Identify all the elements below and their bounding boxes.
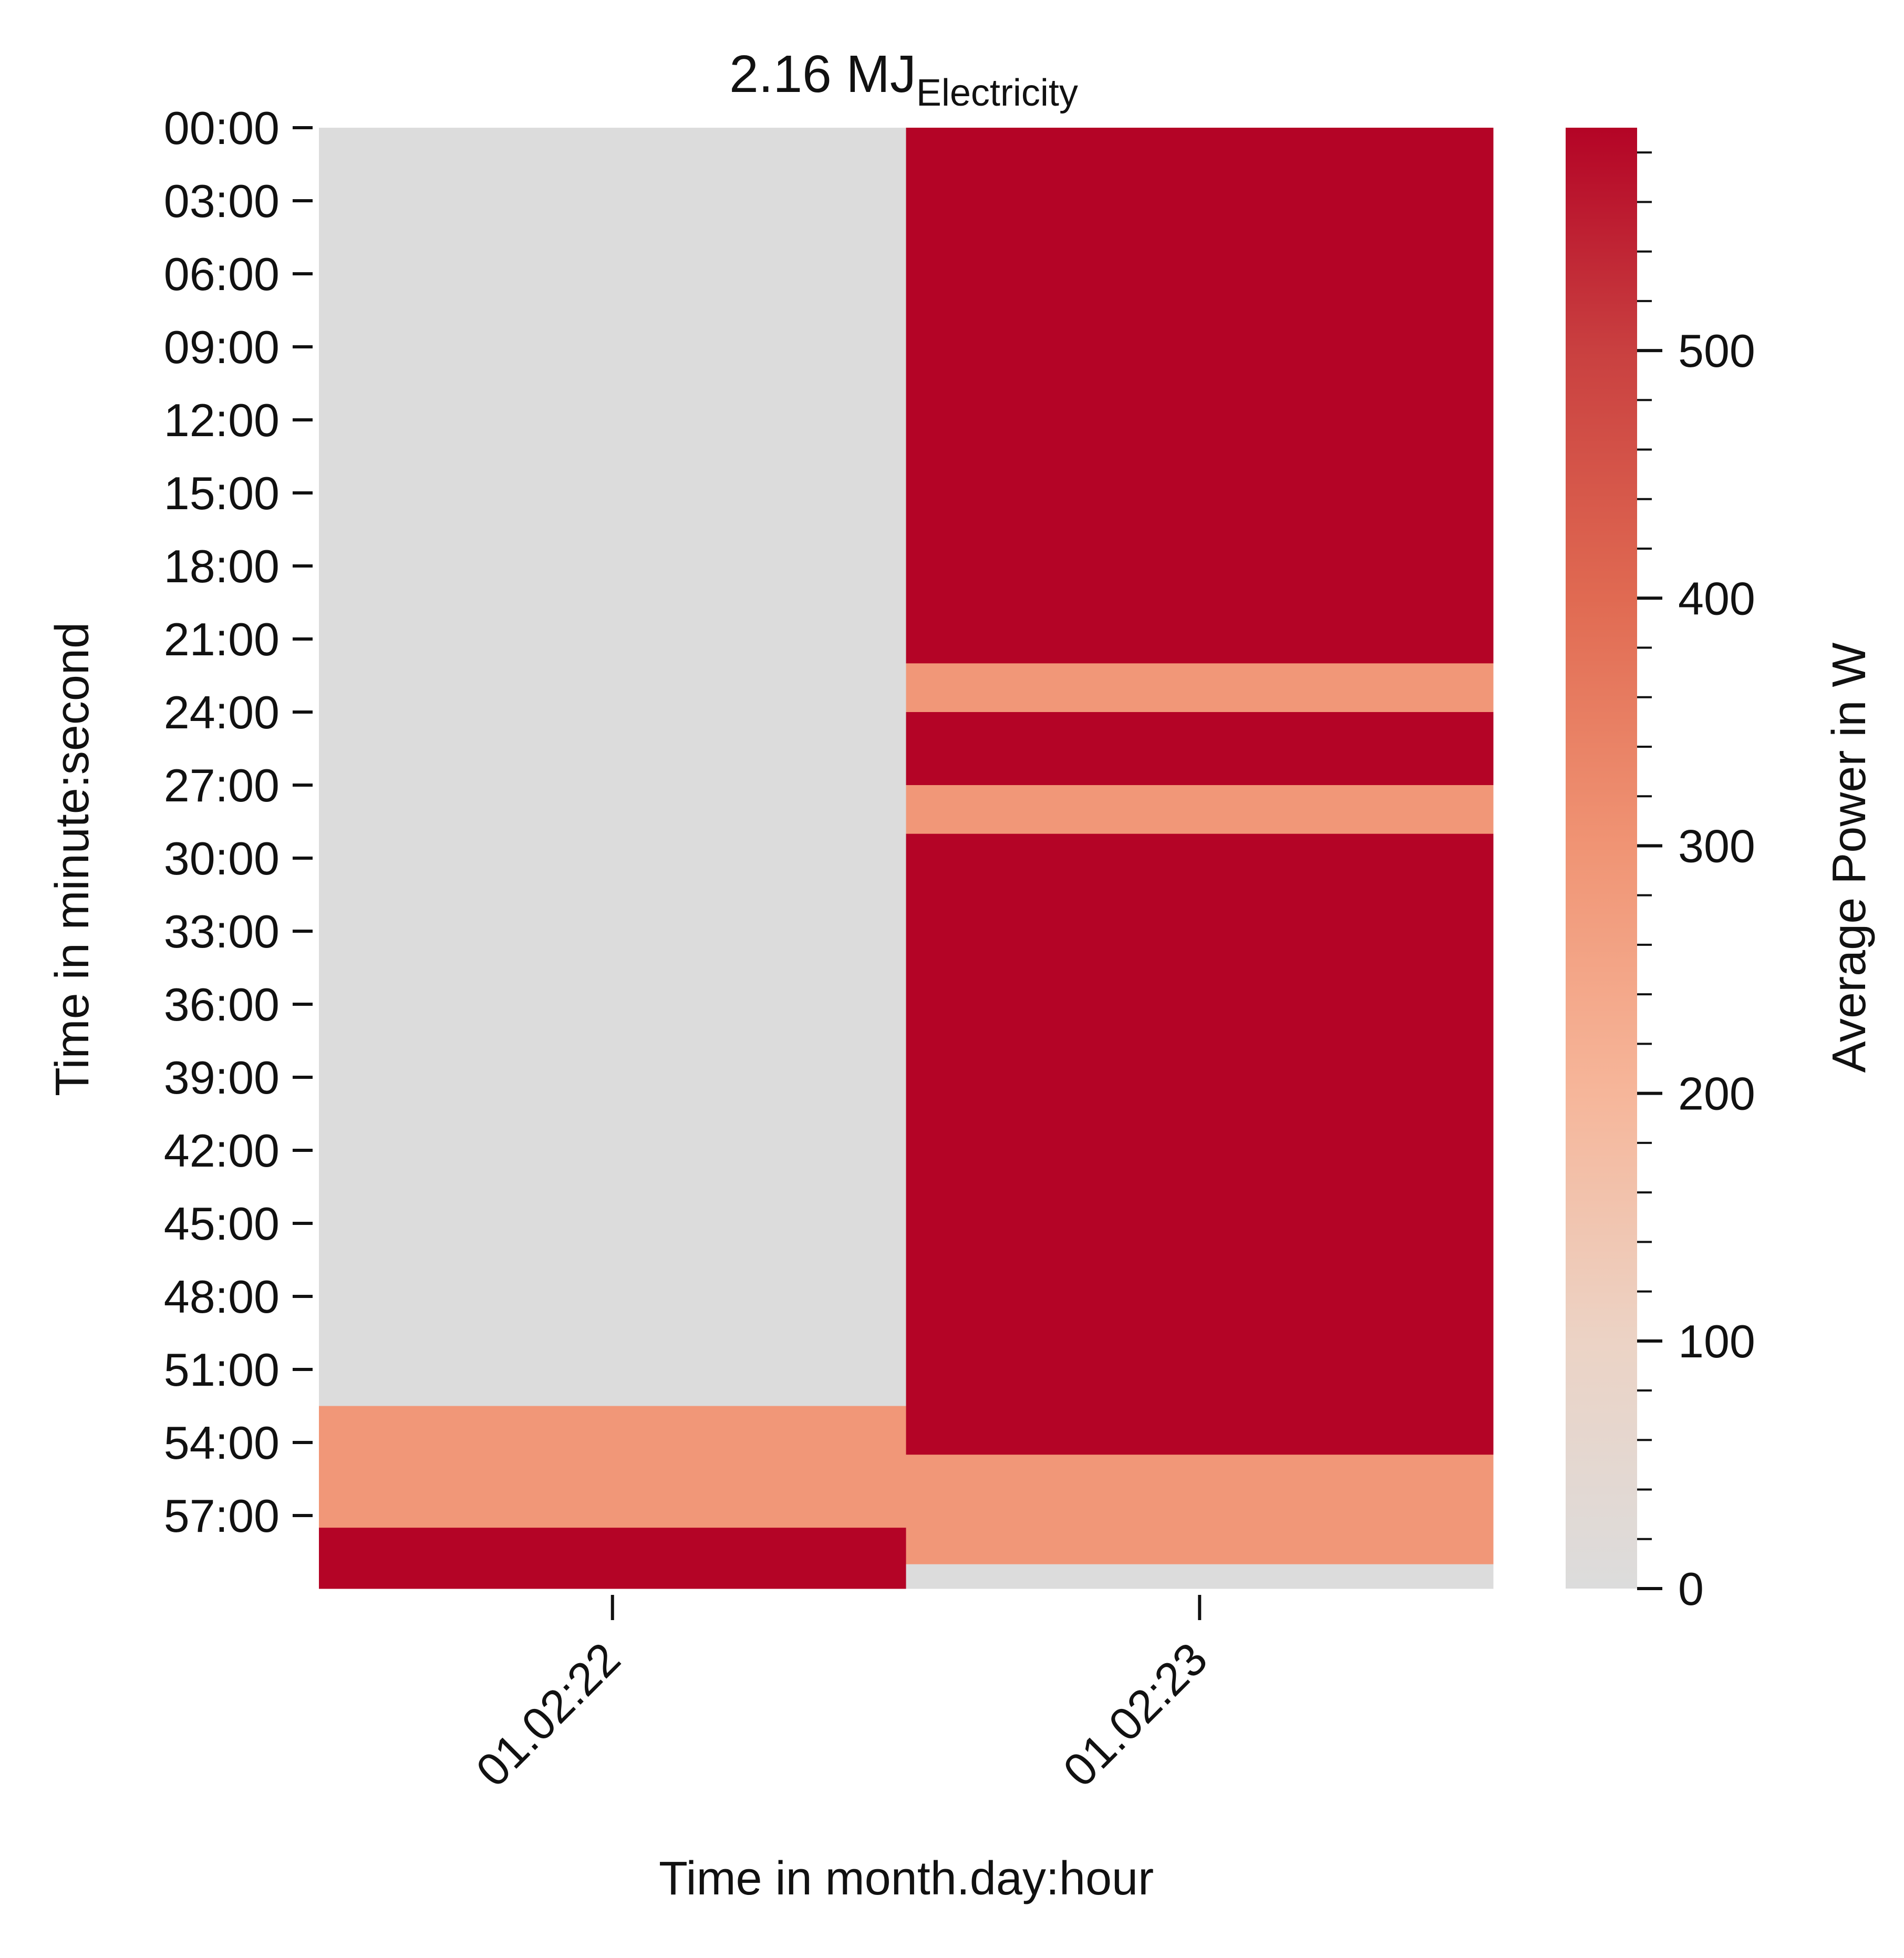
x-tick-label: 01.02:22 — [466, 1632, 630, 1796]
chart-title-main: 2.16 MJ — [729, 45, 916, 104]
y-tick-label: 45:00 — [164, 1198, 280, 1250]
y-tick-label: 06:00 — [164, 248, 280, 300]
y-tick-label: 21:00 — [164, 613, 280, 665]
heatmap-cell — [906, 663, 1494, 713]
colorbar — [1566, 128, 1637, 1589]
heatmap-cell — [319, 1406, 906, 1528]
heatmap-cell — [906, 785, 1494, 834]
heatmap-cell — [906, 833, 1494, 1455]
y-tick-label: 48:00 — [164, 1271, 280, 1323]
heatmap-cell — [319, 1528, 906, 1589]
y-tick-label: 33:00 — [164, 905, 280, 957]
colorbar-tick-label: 200 — [1678, 1068, 1755, 1120]
colorbar-ticks: 0 100 200 300 400 500 — [1637, 151, 1755, 1615]
y-tick-label: 57:00 — [164, 1490, 280, 1542]
colorbar-tick-label: 0 — [1678, 1563, 1704, 1615]
y-tick-label: 54:00 — [164, 1417, 280, 1469]
x-tick-label: 01.02:23 — [1053, 1632, 1217, 1796]
heatmap-cell — [319, 128, 906, 1406]
y-tick-label: 00:00 — [164, 102, 280, 154]
y-axis: 00:00 03:00 06:00 09:00 12:00 15:00 18:00 21:00… — [164, 102, 313, 1542]
heatmap-cell — [906, 712, 1494, 786]
heatmap-cells — [319, 128, 1494, 1589]
y-tick-label: 30:00 — [164, 832, 280, 884]
colorbar-label: Average Power in W — [1823, 643, 1876, 1073]
heatmap-cell — [906, 128, 1494, 664]
x-axis: 01.02:22 01.02:23 — [466, 1595, 1217, 1797]
heatmap-cell — [906, 1564, 1494, 1589]
colorbar-tick-label: 400 — [1678, 572, 1755, 624]
y-tick-label: 51:00 — [164, 1344, 280, 1396]
y-tick-label: 24:00 — [164, 686, 280, 738]
colorbar-tick-label: 300 — [1678, 820, 1755, 872]
y-tick-label: 42:00 — [164, 1125, 280, 1177]
y-tick-label: 39:00 — [164, 1052, 280, 1104]
y-tick-label: 15:00 — [164, 467, 280, 519]
colorbar-tick-label: 500 — [1678, 325, 1755, 377]
chart-title-subscript: Electricity — [916, 72, 1078, 114]
y-axis-label: Time in minute:second — [46, 622, 99, 1096]
y-tick-label: 03:00 — [164, 175, 280, 227]
y-tick-label: 36:00 — [164, 978, 280, 1030]
y-tick-label: 18:00 — [164, 540, 280, 592]
y-tick-label: 27:00 — [164, 759, 280, 811]
chart-title: 2.16 MJElectricity — [729, 45, 1078, 114]
colorbar-tick-label: 100 — [1678, 1315, 1755, 1367]
heatmap-cell — [906, 1455, 1494, 1565]
y-tick-label: 09:00 — [164, 321, 280, 373]
y-tick-label: 12:00 — [164, 394, 280, 446]
x-axis-label: Time in month.day:hour — [659, 1852, 1154, 1905]
